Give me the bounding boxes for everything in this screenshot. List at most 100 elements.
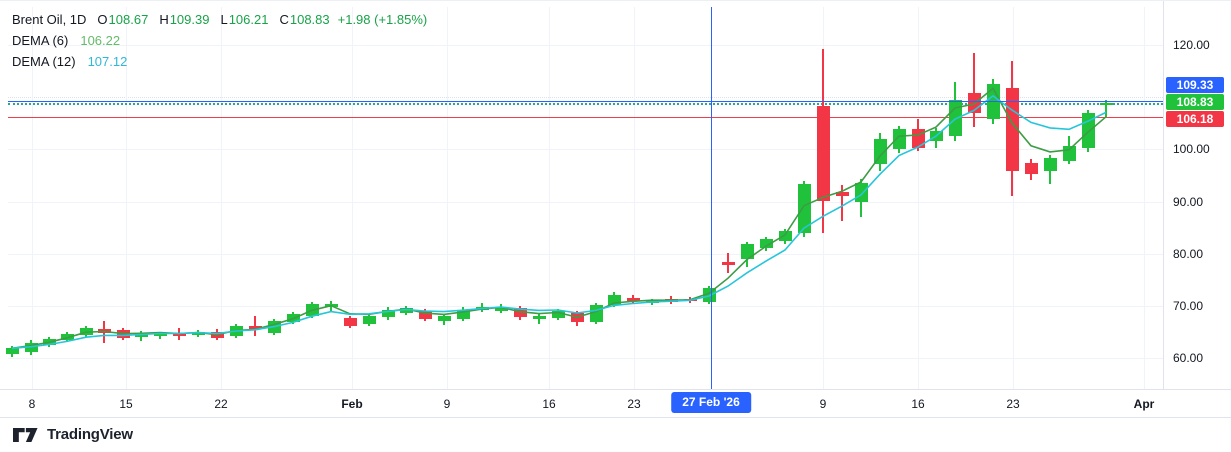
candle: [1081, 112, 1095, 148]
grid-line-vertical: [32, 7, 33, 389]
grid-line-vertical: [634, 7, 635, 389]
candle: [456, 309, 470, 319]
indicator-name: DEMA (6): [12, 32, 69, 48]
grid-line-vertical: [221, 7, 222, 389]
dema6-line: [11, 87, 1107, 350]
footer: TradingView: [0, 418, 1231, 452]
candle: [1043, 157, 1057, 171]
grid-line-vertical: [918, 7, 919, 389]
dema-overlay-lines: [11, 87, 1107, 350]
candle: [551, 311, 565, 318]
candle: [1024, 163, 1038, 174]
grid-line-horizontal: [8, 253, 1163, 255]
price-axis-label: 70.00: [1173, 299, 1204, 313]
ohlc-open: O108.67: [97, 11, 149, 27]
candle: [721, 261, 735, 265]
candle-wick: [841, 184, 843, 222]
grid-line-vertical: [447, 7, 448, 389]
tradingview-logo-icon: [13, 427, 38, 442]
time-axis-tick: 16: [542, 397, 556, 411]
candle: [153, 333, 167, 337]
price-badge-108.83: 108.83: [1166, 93, 1224, 110]
candle: [5, 348, 19, 355]
candle: [797, 183, 811, 234]
indicator-value: 106.22: [80, 32, 121, 48]
candle: [607, 294, 621, 305]
candle-wick: [1105, 100, 1107, 117]
grid-line-horizontal: [8, 201, 1163, 203]
price-change: +1.98 (+1.85%): [337, 11, 428, 27]
price-axis-label: 80.00: [1173, 246, 1204, 261]
price-axis[interactable]: 120.00 100.00 90.00 80.00 70.00 60.00 109.33 10…: [1163, 1, 1231, 389]
time-axis-tick: 23: [627, 397, 641, 411]
candle: [437, 316, 451, 322]
candle: [626, 297, 640, 302]
candle: [248, 325, 262, 329]
candle: [835, 192, 849, 197]
candle: [381, 309, 395, 317]
crosshair-date-badge: 27 Feb '26: [671, 392, 751, 413]
price-badge-109.33: 109.33: [1166, 77, 1224, 93]
indicator-legend-dema12[interactable]: DEMA (12) 107.12: [12, 51, 427, 72]
price-axis-label: 100.00: [1173, 142, 1210, 157]
candle-wick: [538, 314, 540, 325]
price-line-106.18[interactable]: [8, 117, 1163, 119]
tradingview-logo-link[interactable]: TradingView: [13, 426, 133, 443]
candle: [740, 244, 754, 259]
grid-line-horizontal: [8, 45, 1163, 46]
price-axis-label: 60.00: [1173, 351, 1204, 366]
time-axis[interactable]: 8 15 22 Feb 9 16 23 9 16 23 Apr 27 Feb '26: [0, 389, 1231, 418]
grid-line-horizontal: [8, 358, 1163, 360]
candle: [343, 318, 357, 326]
dema12-line: [11, 94, 1107, 350]
indicator-value: 107.12: [87, 53, 128, 69]
price-line-108.83[interactable]: [8, 103, 1163, 106]
ohlc-high: H109.39: [159, 11, 210, 27]
candle: [362, 316, 376, 325]
ohlc-close: C108.83: [279, 11, 330, 27]
grid-line-vertical: [352, 7, 353, 389]
candle: [1099, 103, 1113, 106]
time-axis-tick: 9: [819, 397, 827, 411]
grid-line-vertical: [126, 7, 127, 389]
ohlc-low: L106.21: [220, 11, 269, 27]
candle: [418, 311, 432, 320]
price-axis-label: 120.00: [1173, 38, 1210, 52]
time-axis-tick: 16: [911, 397, 925, 411]
symbol-legend-row[interactable]: Brent Oil, 1D O108.67 H109.39 L106.21 C1…: [12, 9, 427, 30]
crosshair-horizontal: [8, 100, 1163, 102]
candle: [134, 334, 148, 338]
grid-line-horizontal: [8, 149, 1163, 151]
candle: [494, 306, 508, 311]
price-axis-label: 90.00: [1173, 194, 1204, 209]
grid-line-horizontal: [8, 97, 1163, 99]
candle: [513, 308, 527, 318]
candle-wick: [973, 52, 975, 127]
time-axis-tick: 23: [1006, 397, 1020, 411]
chart-pane[interactable]: [0, 1, 1163, 389]
candle: [532, 315, 546, 319]
time-axis-tick: 9: [443, 397, 451, 411]
symbol-title: Brent Oil, 1D: [12, 11, 87, 27]
time-axis-tick: Apr: [1133, 397, 1155, 411]
time-axis-tick: Feb: [341, 397, 363, 411]
brand-name: TradingView: [47, 426, 133, 443]
candle: [892, 129, 906, 149]
grid-line-vertical: [549, 7, 550, 389]
candle: [399, 308, 413, 313]
indicator-name: DEMA (12): [12, 53, 76, 69]
time-axis-tick: 22: [214, 397, 228, 411]
candle: [1005, 88, 1019, 172]
chart-legend: Brent Oil, 1D O108.67 H109.39 L106.21 C1…: [12, 9, 427, 72]
candle: [778, 231, 792, 242]
time-axis-tick: 8: [28, 397, 36, 411]
candle: [873, 139, 887, 164]
grid-line-horizontal: [8, 306, 1163, 307]
time-axis-tick: 15: [119, 397, 133, 411]
grid-line-vertical: [1144, 7, 1145, 389]
grid-line-vertical: [1013, 7, 1014, 389]
candle: [759, 239, 773, 249]
indicator-legend-dema6[interactable]: DEMA (6) 106.22: [12, 30, 427, 51]
candle: [948, 99, 962, 137]
